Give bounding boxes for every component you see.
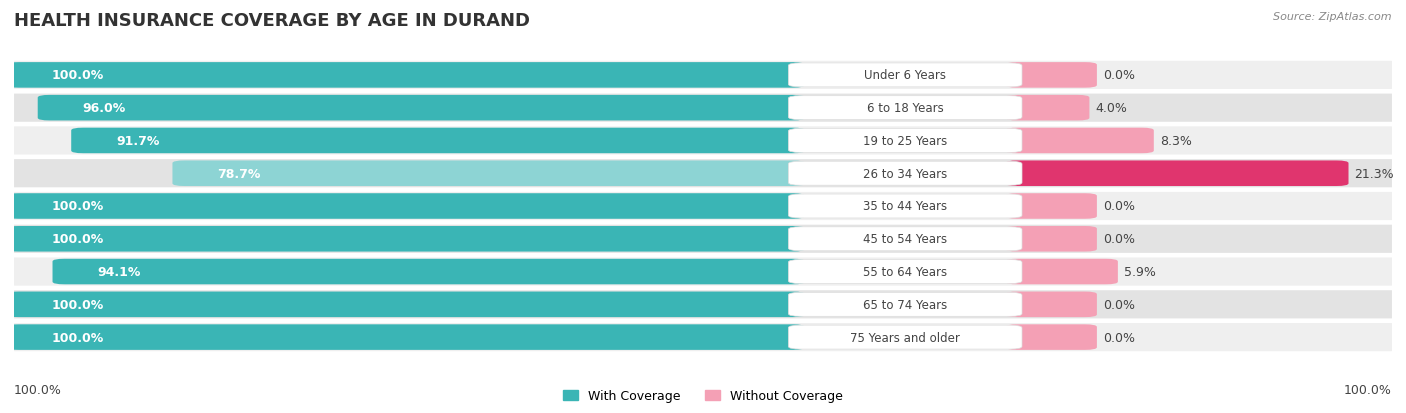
FancyBboxPatch shape: [14, 160, 1392, 188]
Text: 0.0%: 0.0%: [1102, 233, 1135, 246]
FancyBboxPatch shape: [7, 292, 804, 317]
Text: 8.3%: 8.3%: [1160, 135, 1192, 147]
FancyBboxPatch shape: [173, 161, 804, 187]
FancyBboxPatch shape: [1005, 226, 1097, 252]
Text: 65 to 74 Years: 65 to 74 Years: [863, 298, 948, 311]
FancyBboxPatch shape: [789, 97, 1022, 120]
FancyBboxPatch shape: [1005, 194, 1097, 219]
FancyBboxPatch shape: [14, 62, 1392, 90]
FancyBboxPatch shape: [789, 325, 1022, 349]
FancyBboxPatch shape: [14, 323, 1392, 351]
Text: 91.7%: 91.7%: [117, 135, 159, 147]
FancyBboxPatch shape: [72, 128, 804, 154]
FancyBboxPatch shape: [1005, 128, 1154, 154]
Text: 100.0%: 100.0%: [52, 331, 104, 344]
FancyBboxPatch shape: [789, 162, 1022, 186]
Text: 5.9%: 5.9%: [1123, 266, 1156, 278]
Text: Under 6 Years: Under 6 Years: [865, 69, 946, 82]
Text: 0.0%: 0.0%: [1102, 200, 1135, 213]
Text: 78.7%: 78.7%: [218, 167, 260, 180]
Text: 26 to 34 Years: 26 to 34 Years: [863, 167, 948, 180]
FancyBboxPatch shape: [14, 127, 1392, 155]
FancyBboxPatch shape: [14, 258, 1392, 286]
Text: Source: ZipAtlas.com: Source: ZipAtlas.com: [1274, 12, 1392, 22]
Text: 100.0%: 100.0%: [1344, 384, 1392, 396]
FancyBboxPatch shape: [14, 290, 1392, 319]
Text: 100.0%: 100.0%: [52, 200, 104, 213]
Text: 55 to 64 Years: 55 to 64 Years: [863, 266, 948, 278]
Text: 21.3%: 21.3%: [1354, 167, 1395, 180]
FancyBboxPatch shape: [38, 96, 804, 121]
Text: 100.0%: 100.0%: [52, 69, 104, 82]
Text: HEALTH INSURANCE COVERAGE BY AGE IN DURAND: HEALTH INSURANCE COVERAGE BY AGE IN DURA…: [14, 12, 530, 30]
FancyBboxPatch shape: [7, 63, 804, 88]
Legend: With Coverage, Without Coverage: With Coverage, Without Coverage: [558, 385, 848, 408]
FancyBboxPatch shape: [1005, 259, 1118, 285]
Text: 19 to 25 Years: 19 to 25 Years: [863, 135, 948, 147]
FancyBboxPatch shape: [14, 225, 1392, 253]
FancyBboxPatch shape: [1005, 161, 1348, 187]
Text: 75 Years and older: 75 Years and older: [851, 331, 960, 344]
Text: 100.0%: 100.0%: [14, 384, 62, 396]
Text: 6 to 18 Years: 6 to 18 Years: [868, 102, 943, 115]
FancyBboxPatch shape: [789, 260, 1022, 284]
FancyBboxPatch shape: [789, 195, 1022, 218]
FancyBboxPatch shape: [789, 64, 1022, 88]
FancyBboxPatch shape: [7, 325, 804, 350]
Text: 100.0%: 100.0%: [52, 298, 104, 311]
Text: 94.1%: 94.1%: [97, 266, 141, 278]
FancyBboxPatch shape: [7, 194, 804, 219]
Text: 0.0%: 0.0%: [1102, 298, 1135, 311]
FancyBboxPatch shape: [1005, 292, 1097, 317]
Text: 0.0%: 0.0%: [1102, 331, 1135, 344]
FancyBboxPatch shape: [789, 227, 1022, 251]
FancyBboxPatch shape: [14, 94, 1392, 123]
FancyBboxPatch shape: [52, 259, 804, 285]
Text: 96.0%: 96.0%: [83, 102, 127, 115]
Text: 4.0%: 4.0%: [1095, 102, 1128, 115]
Text: 0.0%: 0.0%: [1102, 69, 1135, 82]
FancyBboxPatch shape: [1005, 63, 1097, 88]
Text: 35 to 44 Years: 35 to 44 Years: [863, 200, 948, 213]
Text: 45 to 54 Years: 45 to 54 Years: [863, 233, 948, 246]
FancyBboxPatch shape: [789, 293, 1022, 316]
FancyBboxPatch shape: [1005, 96, 1090, 121]
FancyBboxPatch shape: [789, 129, 1022, 153]
FancyBboxPatch shape: [14, 192, 1392, 221]
Text: 100.0%: 100.0%: [52, 233, 104, 246]
FancyBboxPatch shape: [1005, 325, 1097, 350]
FancyBboxPatch shape: [7, 226, 804, 252]
